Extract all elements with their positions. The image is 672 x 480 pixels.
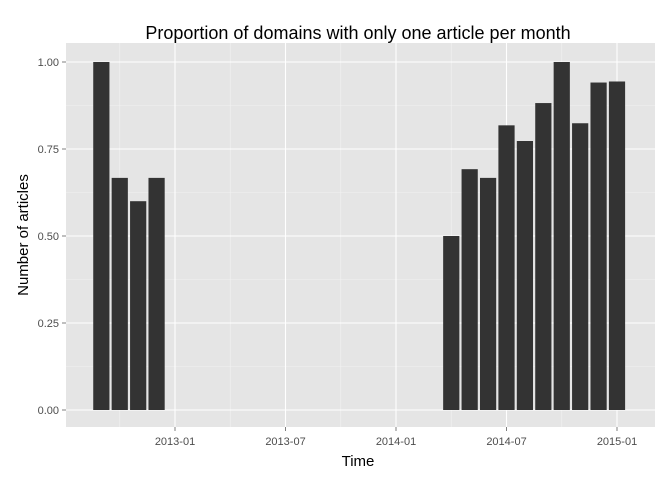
y-axis-title: Number of articles [15,174,32,296]
bar [590,82,607,410]
y-axis: 0.00 0.25 0.50 0.75 1.00 [38,57,66,417]
bar [516,141,534,410]
y-tick-label: 0.75 [38,144,59,156]
x-tick-label: 2013-07 [265,436,305,448]
y-tick-label: 0.00 [38,405,59,417]
chart-title: Proportion of domains with only one arti… [145,23,570,43]
bar [130,201,147,410]
bar [111,177,128,410]
bar [443,236,460,410]
bar [148,177,165,410]
bar [461,169,478,410]
x-tick-label: 2014-01 [376,436,416,448]
y-tick-label: 0.50 [38,231,59,243]
x-tick-label: 2015-01 [597,436,637,448]
y-tick-label: 1.00 [38,57,59,69]
bar [535,103,552,410]
x-axis: 2013-01 2013-07 2014-01 2014-07 2015-01 [155,427,637,448]
x-tick-label: 2014-07 [486,436,526,448]
x-axis-title: Time [342,453,375,470]
bar [93,62,110,410]
bars-group [93,62,626,411]
x-tick-label: 2013-01 [155,436,195,448]
y-tick-label: 0.25 [38,318,59,330]
bar [479,177,497,410]
bar [572,123,589,410]
bar [553,62,570,410]
bar [498,125,515,410]
bar [608,81,626,411]
